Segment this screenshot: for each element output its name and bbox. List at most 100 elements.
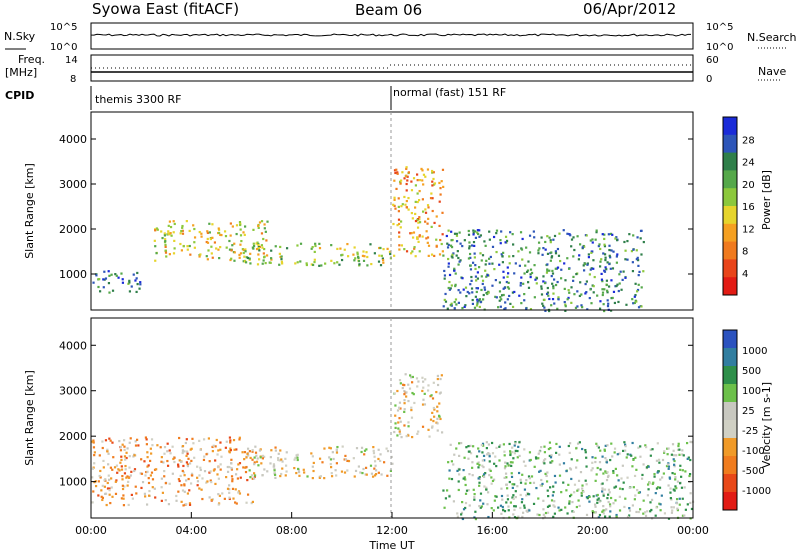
- heatmap-cell: [673, 463, 676, 466]
- heatmap-cell: [486, 274, 489, 277]
- heatmap-cell: [93, 481, 96, 484]
- heatmap-cell: [412, 231, 416, 234]
- heatmap-cell: [487, 443, 491, 446]
- heatmap-cell: [552, 490, 555, 494]
- heatmap-cell: [432, 419, 435, 423]
- heatmap-cell: [191, 437, 194, 440]
- heatmap-cell: [409, 374, 412, 377]
- heatmap-cell: [495, 495, 498, 498]
- heatmap-cell: [534, 456, 538, 459]
- heatmap-cell: [470, 275, 473, 279]
- heatmap-cell: [318, 247, 322, 250]
- heatmap-cell: [544, 309, 547, 313]
- heatmap-cell: [397, 406, 401, 409]
- heatmap-cell: [416, 432, 419, 435]
- heatmap-cell: [578, 254, 581, 257]
- heatmap-cell: [169, 232, 172, 235]
- heatmap-cell: [407, 421, 410, 424]
- heatmap-cell: [261, 454, 264, 457]
- heatmap-cell: [431, 209, 434, 213]
- heatmap-cell: [532, 230, 535, 233]
- heatmap-cell: [505, 280, 508, 284]
- heatmap-cell: [503, 286, 506, 289]
- heatmap-cell: [464, 483, 467, 487]
- heatmap-cell: [614, 485, 618, 488]
- heatmap-cell: [312, 461, 315, 465]
- heatmap-cell: [553, 500, 556, 503]
- heatmap-cell: [441, 250, 444, 253]
- heatmap-cell: [252, 247, 255, 250]
- heatmap-cell: [407, 171, 411, 174]
- heatmap-cell: [111, 289, 115, 292]
- heatmap-cell: [411, 217, 414, 220]
- heatmap-cell: [180, 460, 183, 463]
- heatmap-cell: [146, 456, 149, 459]
- heatmap-cell: [231, 244, 234, 247]
- heatmap-cell: [610, 279, 613, 282]
- heatmap-cell: [609, 267, 612, 270]
- heatmap-cell: [576, 489, 579, 492]
- heatmap-cell: [177, 463, 180, 466]
- heatmap-cell: [124, 468, 127, 471]
- heatmap-cell: [431, 197, 434, 200]
- heatmap-cell: [353, 259, 356, 262]
- heatmap-cell: [245, 466, 248, 469]
- heatmap-cell: [163, 446, 167, 449]
- heatmap-cell: [483, 286, 486, 289]
- heatmap-cell: [473, 256, 476, 259]
- heatmap-cell: [219, 233, 222, 236]
- heatmap-cell: [493, 478, 496, 481]
- heatmap-cell: [498, 459, 501, 462]
- heatmap-cell: [266, 220, 269, 223]
- heatmap-cell: [566, 298, 569, 301]
- heatmap-cell: [354, 469, 358, 473]
- heatmap-cell: [253, 475, 256, 478]
- heatmap-cell: [216, 453, 219, 456]
- colorbar-frame: [722, 329, 738, 511]
- heatmap-cell: [104, 492, 107, 495]
- heatmap-cell: [413, 401, 416, 405]
- heatmap-cell: [447, 262, 450, 265]
- heatmap-cell: [666, 463, 669, 466]
- heatmap-cell: [569, 234, 572, 237]
- heatmap-cell: [488, 230, 491, 233]
- heatmap-cell: [535, 486, 538, 490]
- heatmap-cell: [412, 177, 416, 180]
- heatmap-cell: [122, 504, 126, 507]
- heatmap-cell: [224, 235, 228, 238]
- heatmap-cell: [403, 383, 406, 387]
- heatmap-cell: [341, 253, 344, 256]
- heatmap-cell: [590, 250, 593, 253]
- heatmap-cell: [139, 281, 142, 284]
- heatmap-cell: [639, 445, 642, 448]
- heatmap-cell: [506, 298, 509, 301]
- heatmap-cell: [512, 255, 515, 258]
- heatmap-cell: [478, 481, 481, 484]
- heatmap-cell: [466, 290, 469, 294]
- heatmap-cell: [394, 171, 397, 175]
- heatmap-cell: [255, 247, 259, 251]
- heatmap-cell: [637, 306, 641, 309]
- heatmap-cell: [205, 453, 208, 456]
- heatmap-cell: [177, 490, 180, 493]
- heatmap-cell: [564, 303, 567, 306]
- heatmap-cell: [512, 494, 515, 497]
- heatmap-cell: [154, 245, 157, 248]
- heatmap-cell: [418, 216, 421, 219]
- heatmap-cell: [571, 510, 574, 513]
- heatmap-cell: [405, 250, 409, 253]
- heatmap-cell: [679, 468, 682, 471]
- heatmap-cell: [181, 445, 185, 448]
- heatmap-cell: [580, 494, 583, 497]
- heatmap-cell: [243, 458, 246, 461]
- nsearch-label: N.Search: [747, 31, 797, 44]
- heatmap-cell: [546, 286, 549, 290]
- heatmap-cell: [446, 489, 449, 492]
- heatmap-cell: [607, 493, 610, 496]
- heatmap-cell: [502, 251, 505, 254]
- heatmap-cell: [611, 267, 615, 270]
- heatmap-cell: [134, 444, 138, 447]
- heatmap-cell: [570, 458, 573, 461]
- heatmap-cell: [524, 482, 527, 485]
- heatmap-cell: [431, 169, 434, 173]
